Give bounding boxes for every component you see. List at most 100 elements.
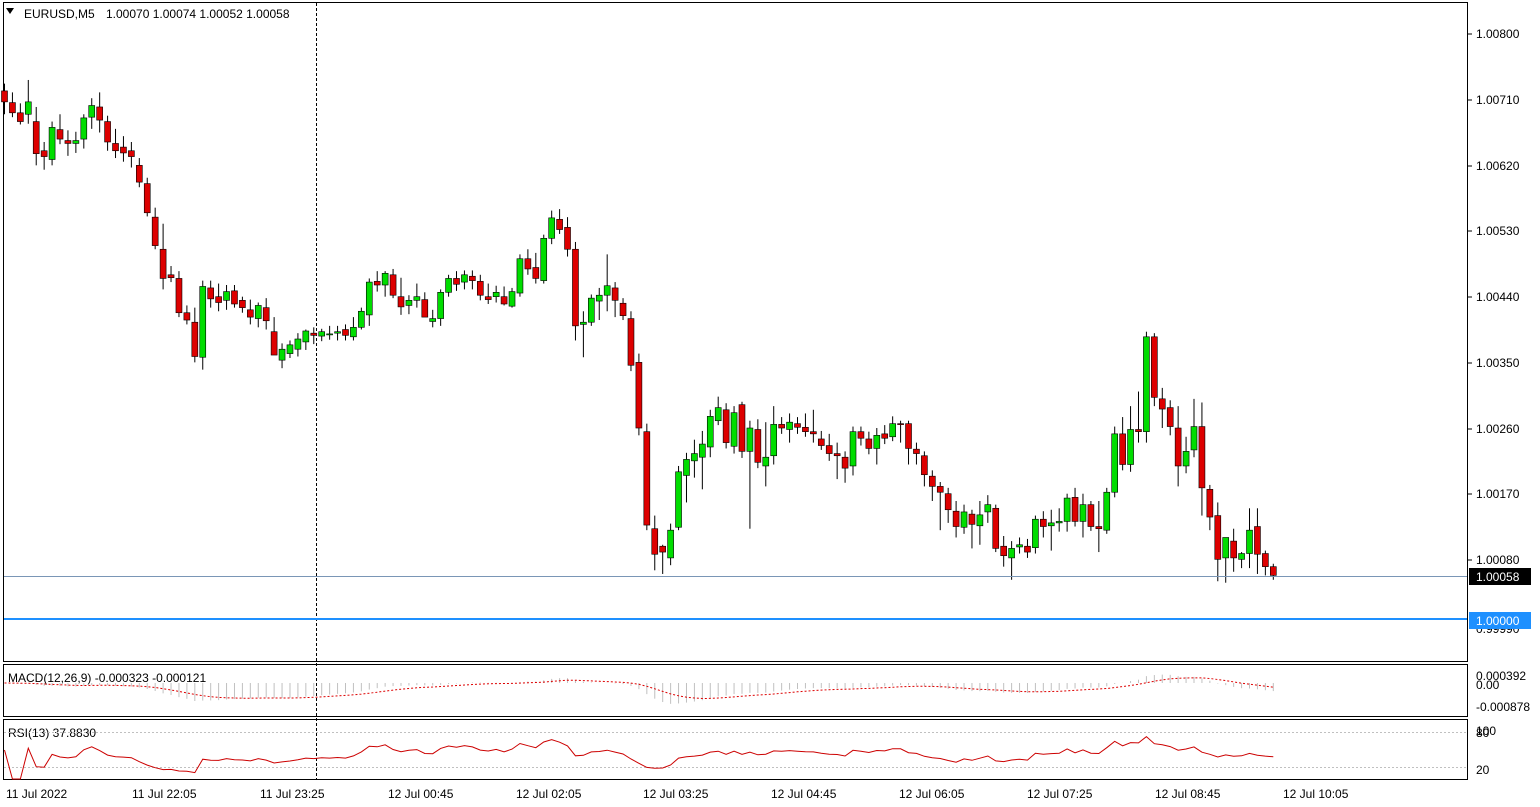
candle-bull xyxy=(199,286,207,358)
candle-bear xyxy=(564,227,571,250)
candle-bull xyxy=(548,217,555,239)
candle-bear xyxy=(1135,429,1142,432)
candle-bear xyxy=(643,431,651,526)
candle-bear xyxy=(397,296,405,308)
candle-bear xyxy=(342,329,349,336)
candle-bear xyxy=(469,275,476,281)
candle-bear xyxy=(1000,545,1007,557)
candle-bull xyxy=(326,333,333,336)
candle-bull xyxy=(770,424,778,457)
candle-bull xyxy=(254,305,262,319)
candle-bear xyxy=(389,274,397,296)
candle-bear xyxy=(738,404,746,452)
candle-bear xyxy=(128,150,135,157)
candle-bull xyxy=(1127,429,1134,465)
price-axis: 1.00800 1.00710 1.00620 1.00530 1.00440 … xyxy=(1468,27,1520,636)
candle-bear xyxy=(881,433,889,439)
candle-bull xyxy=(1190,426,1198,451)
candle-bull xyxy=(1032,518,1039,548)
candle-bear xyxy=(1214,515,1222,560)
candle-bull xyxy=(445,278,452,293)
candle-bear xyxy=(905,423,912,449)
candle-bull xyxy=(746,427,754,452)
time-tick-label: 12 Jul 00:45 xyxy=(388,787,454,801)
candle-bear xyxy=(1174,427,1182,467)
candle-bull xyxy=(80,117,88,140)
price-tick-label: 1.00440 xyxy=(1476,290,1520,304)
collapse-triangle-icon[interactable] xyxy=(6,8,14,14)
candle-bear xyxy=(802,426,809,432)
candle-bull xyxy=(405,300,413,306)
candle-bull xyxy=(873,435,881,449)
candle-bear xyxy=(627,318,635,366)
rsi-panel-frame xyxy=(3,719,1468,780)
macd-panel-frame xyxy=(3,664,1468,717)
candle-bear xyxy=(833,453,841,457)
candle-bull xyxy=(437,292,444,319)
candle-bull xyxy=(1222,537,1230,559)
time-tick-label: 12 Jul 04:45 xyxy=(771,787,837,801)
time-tick-label: 12 Jul 07:25 xyxy=(1027,787,1093,801)
candle-bear xyxy=(1206,489,1214,518)
candle-bear xyxy=(841,456,849,469)
candle-bear xyxy=(56,129,64,140)
main-panel-frame xyxy=(3,2,1468,662)
candle-bear xyxy=(572,248,579,327)
candle-bull xyxy=(48,127,56,160)
candle-bear xyxy=(453,278,460,285)
candle-bear xyxy=(247,309,254,318)
time-tick-label: 11 Jul 22:05 xyxy=(132,787,197,801)
time-axis: 11 Jul 2022 11 Jul 22:05 11 Jul 23:25 12… xyxy=(6,787,1349,801)
candle-bull xyxy=(706,416,714,448)
macd-signal-line xyxy=(4,677,1274,700)
candle-bull xyxy=(461,274,468,283)
candle-bear xyxy=(810,431,817,435)
candle-bull xyxy=(72,140,80,144)
candle-bear xyxy=(1071,497,1079,522)
price-tick-label: 1.00080 xyxy=(1476,553,1520,567)
candle-bull xyxy=(1246,529,1253,554)
candle-bear xyxy=(231,290,238,305)
symbol-caption: EURUSD,M5 xyxy=(24,7,95,21)
candle-bull xyxy=(588,297,595,323)
candle-bear xyxy=(40,150,48,157)
candle-bear xyxy=(1270,566,1277,576)
candle-bear xyxy=(794,423,801,428)
candle-bear xyxy=(167,274,175,279)
candle-bull xyxy=(302,330,310,343)
candle-bull xyxy=(762,456,770,467)
candle-bear xyxy=(373,281,381,286)
candle-bull xyxy=(24,101,32,115)
candle-bull xyxy=(889,423,896,438)
candle-bull xyxy=(1111,433,1118,493)
candle-bear xyxy=(825,445,833,454)
candle-bull xyxy=(334,331,341,334)
candle-bear xyxy=(754,429,762,463)
candle-bear xyxy=(17,112,24,122)
candle-bear xyxy=(1087,504,1095,527)
candle-bear xyxy=(936,486,944,493)
candle-bear xyxy=(207,287,214,300)
macd-axis-label: 0.00 xyxy=(1476,678,1500,692)
candle-bear xyxy=(921,455,928,476)
candle-bull xyxy=(675,471,682,528)
current-price-tag-label: 1.00058 xyxy=(1476,570,1520,584)
candle-bear xyxy=(1,90,8,103)
candle-bear xyxy=(1166,407,1174,427)
candle-bull xyxy=(714,407,722,422)
candle-bull xyxy=(286,344,294,354)
candle-bear xyxy=(484,296,492,300)
time-tick-label: 12 Jul 08:45 xyxy=(1155,787,1221,801)
candle-bear xyxy=(722,409,730,443)
level-line-tag-label: 1.00000 xyxy=(1476,614,1520,628)
candle-bull xyxy=(595,294,603,302)
candle-bull xyxy=(381,273,389,286)
candle-bull xyxy=(683,459,690,476)
candle-bear xyxy=(524,258,532,270)
candle-bear xyxy=(310,332,318,336)
candle-bear xyxy=(191,321,199,357)
candle-bear xyxy=(968,513,976,525)
candle-bear xyxy=(929,475,936,487)
macd-caption: MACD(12,26,9) -0.000323 -0.000121 xyxy=(8,671,206,685)
